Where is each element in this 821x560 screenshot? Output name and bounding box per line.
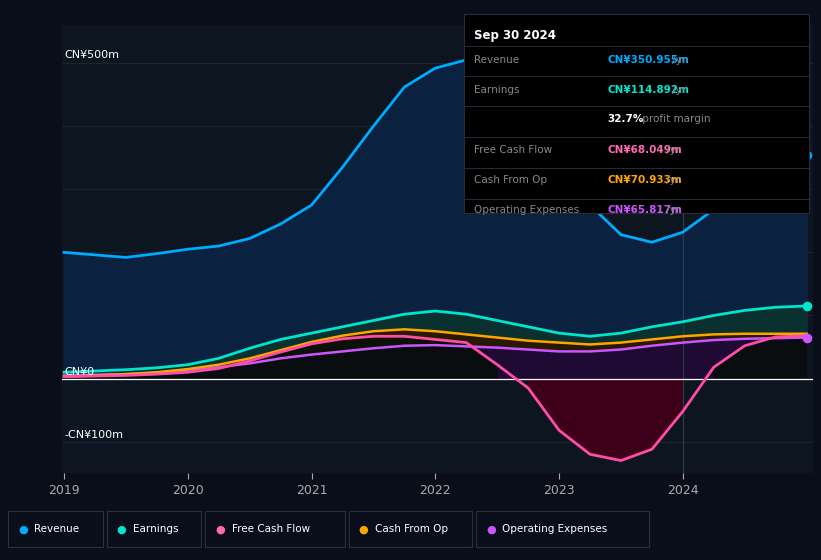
Text: Revenue: Revenue — [474, 55, 519, 66]
Text: CN¥0: CN¥0 — [64, 367, 94, 377]
Text: /yr: /yr — [669, 55, 686, 66]
Point — [800, 301, 813, 310]
Text: ●: ● — [18, 524, 28, 534]
Text: ●: ● — [215, 524, 225, 534]
Text: CN¥65.817m: CN¥65.817m — [608, 205, 682, 215]
Text: /yr: /yr — [663, 205, 681, 215]
Text: /yr: /yr — [663, 144, 681, 155]
Point — [800, 150, 813, 159]
Text: Sep 30 2024: Sep 30 2024 — [474, 29, 556, 42]
Text: Free Cash Flow: Free Cash Flow — [232, 524, 310, 534]
Text: Earnings: Earnings — [133, 524, 178, 534]
Text: profit margin: profit margin — [639, 114, 710, 124]
Text: CN¥350.955m: CN¥350.955m — [608, 55, 690, 66]
Text: Free Cash Flow: Free Cash Flow — [474, 144, 552, 155]
Text: Revenue: Revenue — [34, 524, 80, 534]
Text: 32.7%: 32.7% — [608, 114, 644, 124]
Text: /yr: /yr — [669, 85, 686, 95]
Text: ●: ● — [117, 524, 126, 534]
Text: Cash From Op: Cash From Op — [375, 524, 448, 534]
Text: ●: ● — [486, 524, 496, 534]
Text: /yr: /yr — [663, 175, 681, 185]
Text: Operating Expenses: Operating Expenses — [474, 205, 579, 215]
Text: CN¥500m: CN¥500m — [64, 50, 119, 60]
Text: CN¥68.049m: CN¥68.049m — [608, 144, 682, 155]
Text: Operating Expenses: Operating Expenses — [502, 524, 608, 534]
Text: Cash From Op: Cash From Op — [474, 175, 547, 185]
Text: CN¥70.933m: CN¥70.933m — [608, 175, 682, 185]
Text: Earnings: Earnings — [474, 85, 519, 95]
Text: ●: ● — [359, 524, 369, 534]
Text: CN¥114.892m: CN¥114.892m — [608, 85, 690, 95]
Text: -CN¥100m: -CN¥100m — [64, 431, 123, 440]
Point — [800, 333, 813, 342]
